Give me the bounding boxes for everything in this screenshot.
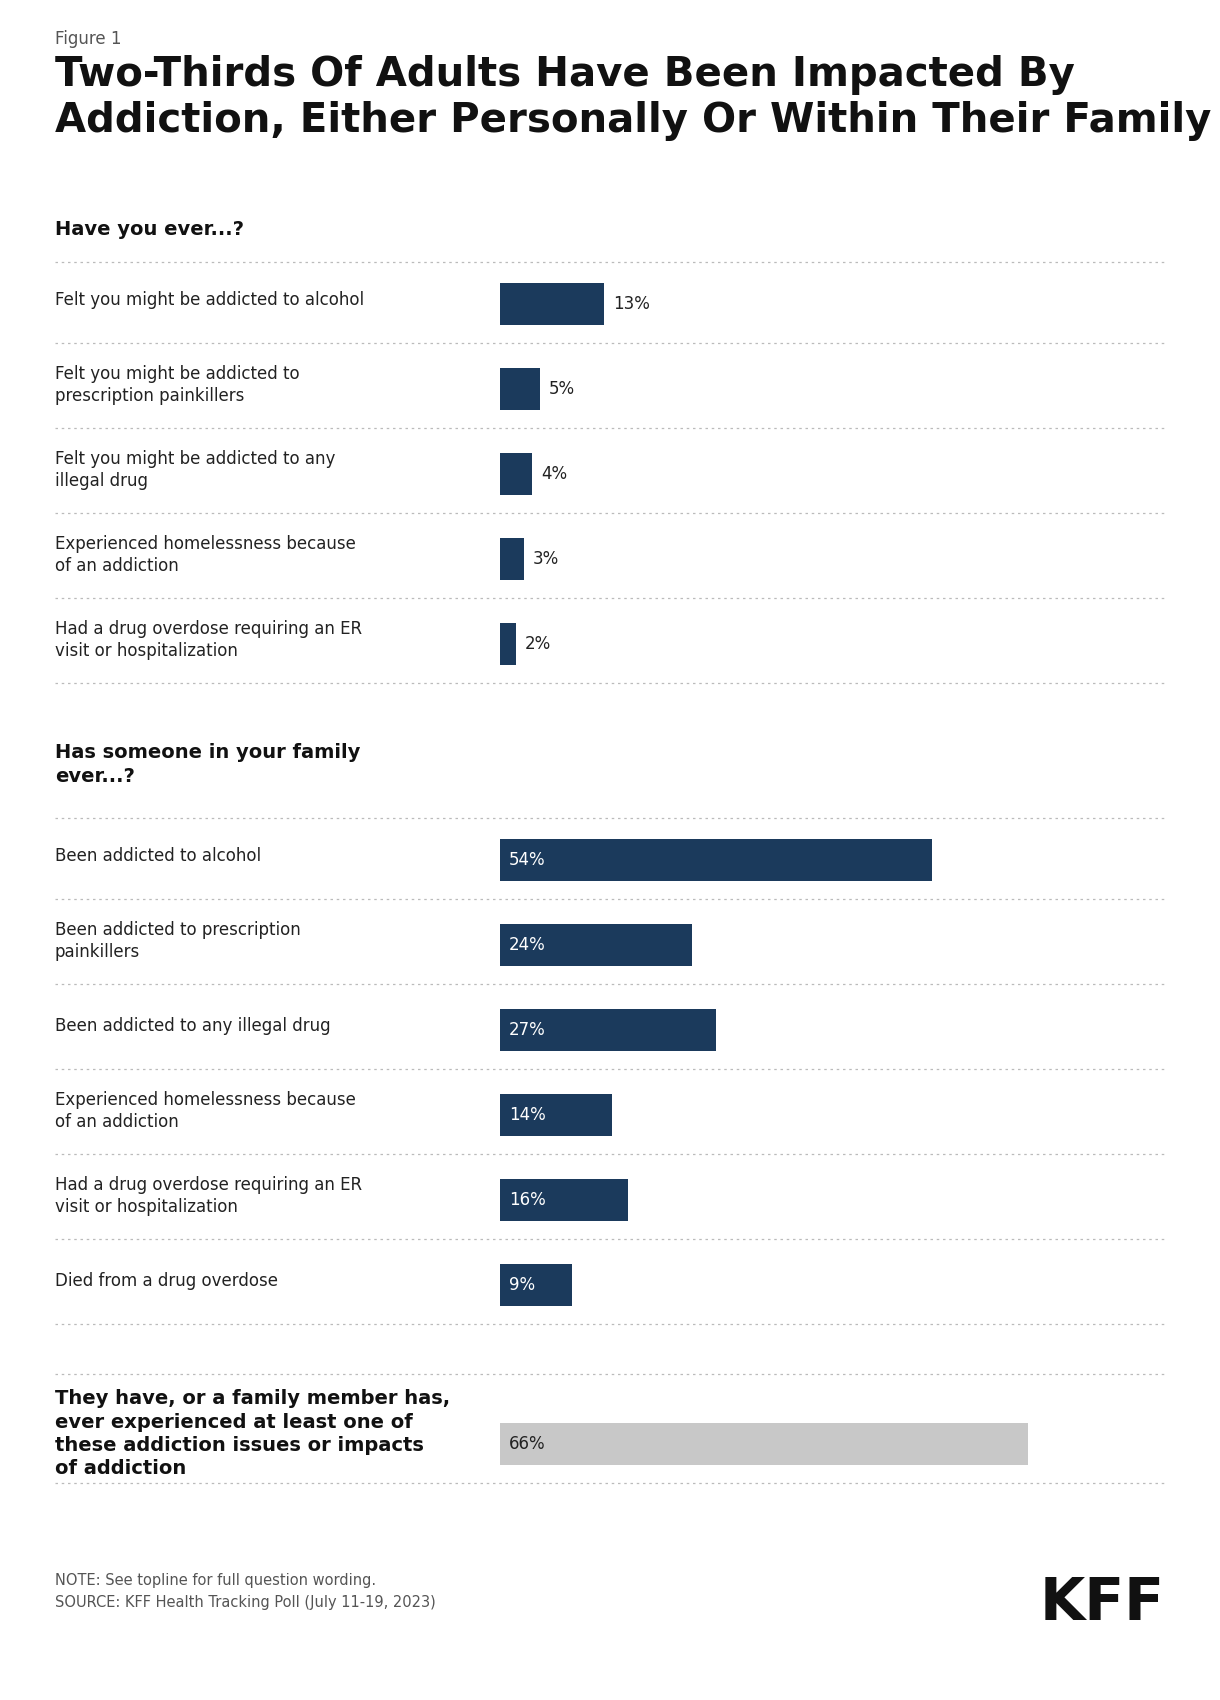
Bar (500, 1423, 1028, 1465)
Text: 5%: 5% (549, 381, 575, 398)
Text: 66%: 66% (509, 1435, 545, 1454)
Text: Felt you might be addicted to alcohol: Felt you might be addicted to alcohol (55, 291, 364, 309)
Text: Experienced homelessness because
of an addiction: Experienced homelessness because of an a… (55, 534, 356, 576)
Bar (500, 925, 692, 966)
Text: 4%: 4% (540, 466, 567, 483)
Text: Felt you might be addicted to
prescription painkillers: Felt you might be addicted to prescripti… (55, 364, 300, 406)
Bar (500, 840, 932, 881)
Text: 27%: 27% (509, 1022, 545, 1039)
Text: 3%: 3% (533, 551, 559, 568)
Bar (500, 1265, 572, 1306)
Text: Died from a drug overdose: Died from a drug overdose (55, 1272, 278, 1290)
Text: 16%: 16% (509, 1192, 545, 1209)
Text: 2%: 2% (525, 636, 551, 653)
Text: Had a drug overdose requiring an ER
visit or hospitalization: Had a drug overdose requiring an ER visi… (55, 1176, 362, 1217)
Text: Have you ever...?: Have you ever...? (55, 219, 244, 240)
Text: NOTE: See topline for full question wording.
SOURCE: KFF Health Tracking Poll (J: NOTE: See topline for full question word… (55, 1572, 436, 1610)
Bar (500, 622, 516, 665)
Text: Felt you might be addicted to any
illegal drug: Felt you might be addicted to any illega… (55, 449, 336, 491)
Text: Been addicted to alcohol: Been addicted to alcohol (55, 847, 261, 865)
Text: Two-Thirds Of Adults Have Been Impacted By
Addiction, Either Personally Or Withi: Two-Thirds Of Adults Have Been Impacted … (55, 54, 1211, 141)
Text: 13%: 13% (612, 296, 650, 313)
Bar (500, 282, 604, 325)
Text: Been addicted to prescription
painkillers: Been addicted to prescription painkiller… (55, 921, 301, 962)
Text: Has someone in your family
ever...?: Has someone in your family ever...? (55, 743, 360, 785)
Text: Been addicted to any illegal drug: Been addicted to any illegal drug (55, 1017, 331, 1035)
Bar (500, 452, 532, 495)
Text: Experienced homelessness because
of an addiction: Experienced homelessness because of an a… (55, 1091, 356, 1132)
Text: 54%: 54% (509, 852, 545, 869)
Bar (500, 367, 540, 410)
Text: Had a drug overdose requiring an ER
visit or hospitalization: Had a drug overdose requiring an ER visi… (55, 619, 362, 661)
Text: Figure 1: Figure 1 (55, 31, 122, 48)
Text: They have, or a family member has,
ever experienced at least one of
these addict: They have, or a family member has, ever … (55, 1389, 450, 1479)
Text: 9%: 9% (509, 1277, 536, 1294)
Bar (500, 1180, 628, 1221)
Text: 24%: 24% (509, 937, 545, 954)
Text: KFF: KFF (1039, 1574, 1165, 1632)
Bar (500, 537, 525, 580)
Bar (500, 1010, 716, 1051)
Bar (500, 1095, 612, 1136)
Text: 14%: 14% (509, 1107, 545, 1124)
